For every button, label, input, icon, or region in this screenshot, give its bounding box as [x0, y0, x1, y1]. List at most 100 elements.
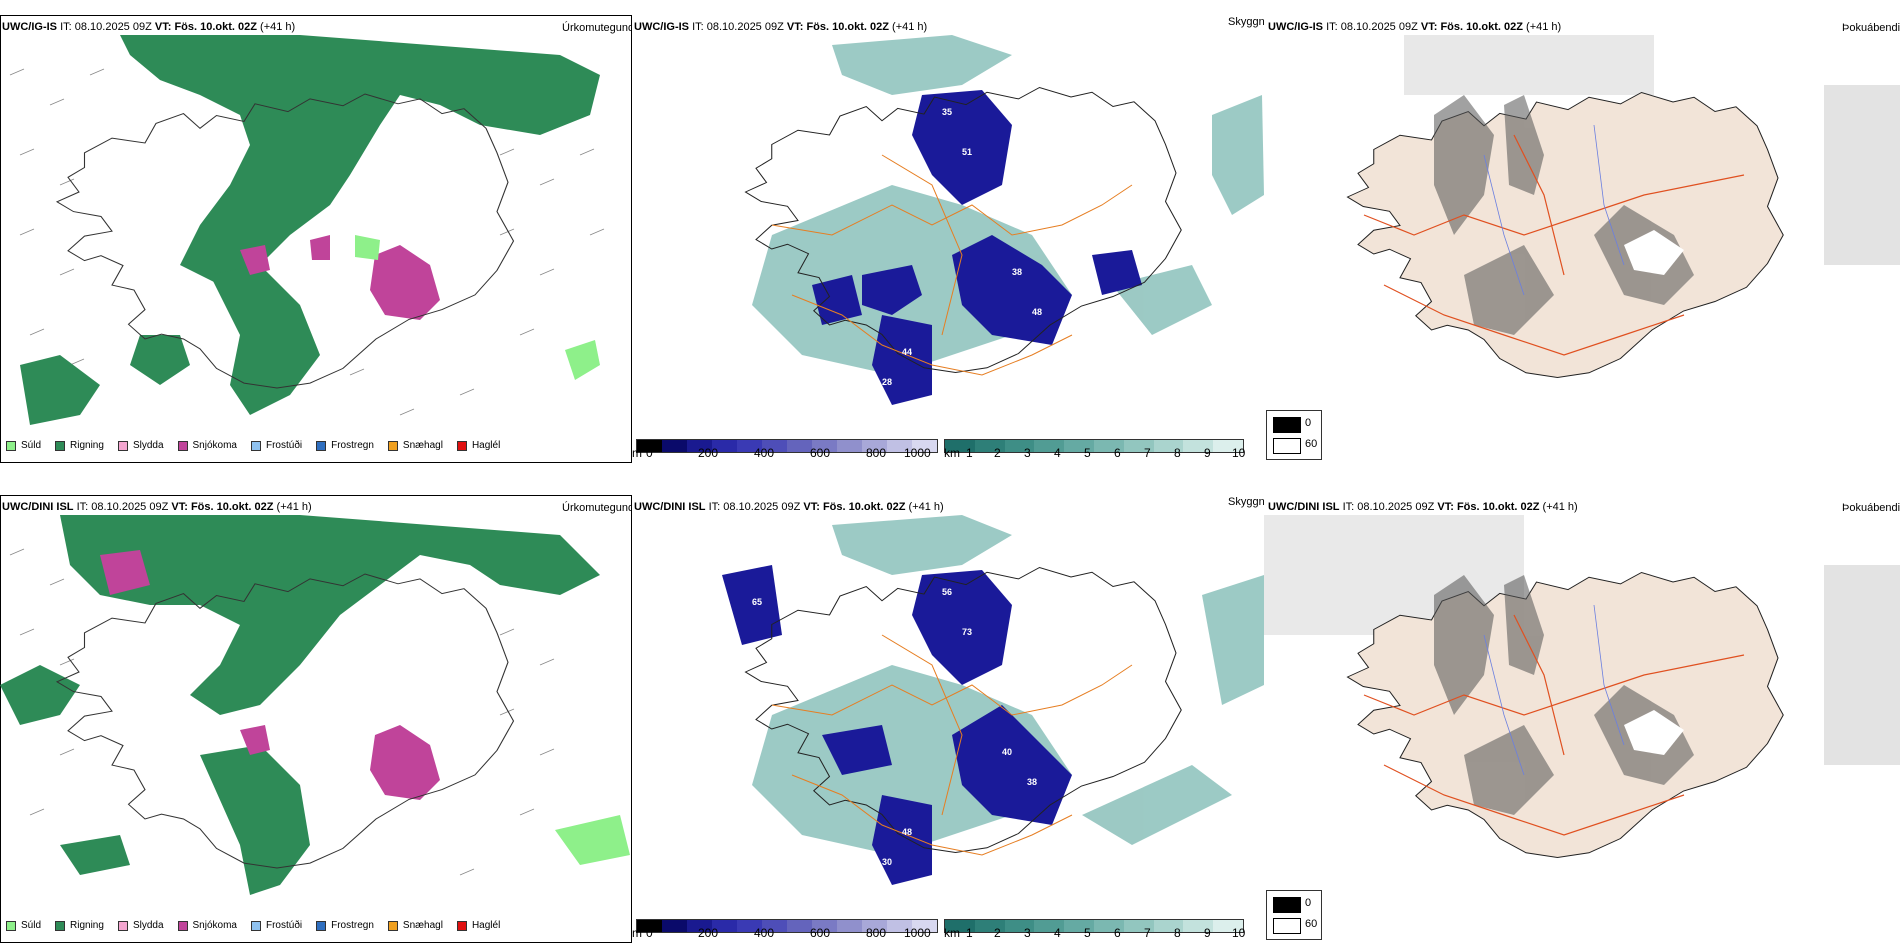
- it-value: 08.10.2025 09Z: [1340, 21, 1418, 33]
- it-label: IT:: [708, 501, 721, 513]
- legend-item: Frostúði: [250, 440, 302, 451]
- precip-legend: Súld Rigning Slydda Snjókoma Frostúði Fr…: [6, 920, 514, 931]
- precip-legend: Súld Rigning Slydda Snjókoma Frostúði Fr…: [6, 440, 514, 451]
- snow-area: [240, 235, 440, 320]
- rain-area: [0, 515, 600, 895]
- panel-header: UWC/IG-IS IT: 08.10.2025 09Z VT: Fös. 10…: [2, 21, 295, 33]
- visibility-tick: 4: [1054, 446, 1061, 460]
- vt-value: Fös. 10.okt. 02Z: [822, 501, 906, 513]
- snow-area: [100, 550, 440, 800]
- height-colorbar: [636, 919, 938, 933]
- cloud-number: 73: [962, 627, 972, 637]
- fog-rivers: [1483, 604, 1625, 776]
- it-value: 08.10.2025 09Z: [1357, 501, 1435, 513]
- legend-item: Slydda: [117, 920, 164, 931]
- visibility-tick: 1: [966, 446, 973, 460]
- cloud-number: 48: [1032, 307, 1042, 317]
- cloud-number: 44: [902, 347, 912, 357]
- height-tick: 1000: [904, 926, 931, 940]
- vt-label: VT:: [786, 21, 804, 33]
- roads: [771, 154, 1133, 376]
- vt-value: Fös. 10.okt. 02Z: [190, 501, 274, 513]
- legend-item: Frostregn: [316, 440, 374, 451]
- height-tick: 0: [646, 926, 653, 940]
- cloud-numbers: 67 35 51 38 48 44 28: [752, 87, 1042, 387]
- visibility-unit: km: [944, 926, 960, 940]
- lead-time: (+41 h): [1526, 21, 1562, 33]
- lead-time: (+41 h): [1542, 501, 1578, 513]
- cloud-number: 28: [882, 377, 892, 387]
- visibility-tick: 5: [1084, 926, 1091, 940]
- lead-time: (+41 h): [892, 21, 928, 33]
- visibility-tick: 1: [966, 926, 973, 940]
- height-tick: 400: [754, 446, 775, 460]
- panel-title: Úrkomutegund: [562, 502, 632, 514]
- low-cloud-areas: [722, 565, 1072, 885]
- legend-item: Frostúði: [250, 920, 302, 931]
- legend-swatch: [177, 920, 188, 931]
- visibility-tick: 7: [1144, 926, 1151, 940]
- height-tick: 400: [754, 926, 775, 940]
- fog-legend-light-label: 60: [1305, 438, 1318, 450]
- visibility-tick: 6: [1114, 446, 1121, 460]
- panel-header: UWC/IG-IS IT: 08.10.2025 09Z VT: Fös. 10…: [634, 21, 927, 33]
- panel-header: UWC/DINI ISL IT: 08.10.2025 09Z VT: Fös.…: [2, 501, 312, 513]
- height-tick: 800: [866, 926, 887, 940]
- vt-label: VT:: [803, 501, 820, 513]
- legend-swatch: [117, 920, 128, 931]
- visibility-tick: 3: [1024, 926, 1031, 940]
- fog-map: [1264, 515, 1900, 859]
- legend-item: Súld: [6, 440, 41, 451]
- visibility-colorbar: [944, 919, 1244, 933]
- it-value: 08.10.2025 09Z: [706, 21, 784, 33]
- it-label: IT:: [692, 21, 704, 33]
- lead-time: (+41 h): [260, 21, 296, 33]
- cloud-visibility-panel-bottom: UWC/DINI ISL IT: 08.10.2025 09Z VT: Fös.…: [632, 480, 1264, 950]
- precip-type-map: [9, 35, 605, 425]
- legend-item: Snæhagl: [387, 440, 443, 451]
- fog-rivers: [1483, 124, 1625, 296]
- legend-item: Súld: [6, 920, 41, 931]
- it-label: IT:: [76, 501, 89, 513]
- fog-roads: [1363, 614, 1745, 836]
- vt-label: VT:: [1420, 21, 1438, 33]
- fog-legend-dark: [1273, 897, 1301, 913]
- cloud-number: 35: [942, 107, 952, 117]
- visibility-tick: 9: [1204, 446, 1211, 460]
- visibility-tick: 8: [1174, 446, 1181, 460]
- legend-swatch: [177, 440, 188, 451]
- legend-swatch: [387, 440, 398, 451]
- legend-item: Rigning: [55, 440, 104, 451]
- height-tick: 200: [698, 926, 719, 940]
- legend-swatch: [250, 920, 261, 931]
- fog-legend-light-label: 60: [1305, 918, 1318, 930]
- it-value: 08.10.2025 09Z: [91, 501, 169, 513]
- vt-label: VT:: [154, 21, 172, 33]
- legend-swatch: [250, 440, 261, 451]
- model-name: UWC/IG-IS: [634, 21, 689, 33]
- legend-swatch: [55, 440, 66, 451]
- height-tick: 0: [646, 446, 653, 460]
- visibility-tick: 4: [1054, 926, 1061, 940]
- precip-type-panel-bottom: UWC/DINI ISL IT: 08.10.2025 09Z VT: Fös.…: [0, 480, 632, 950]
- cloud-number: 67: [752, 87, 762, 97]
- cloud-map: 65 56 73 40 38 48 30: [722, 515, 1264, 885]
- vt-value: Fös. 10.okt. 02Z: [806, 21, 889, 33]
- it-label: IT:: [60, 21, 72, 33]
- vt-value: Fös. 10.okt. 02Z: [1456, 501, 1540, 513]
- legend-swatch: [6, 920, 16, 931]
- legend-swatch: [117, 440, 128, 451]
- cloud-number: 30: [882, 857, 892, 867]
- model-name: UWC/DINI ISL: [2, 501, 74, 513]
- it-label: IT:: [1342, 501, 1355, 513]
- it-value: 08.10.2025 09Z: [723, 501, 801, 513]
- legend-swatch: [456, 920, 467, 931]
- cloud-number: 56: [942, 587, 952, 597]
- height-tick: 200: [698, 446, 719, 460]
- fog-roads: [1363, 134, 1745, 356]
- roads: [771, 634, 1133, 856]
- it-value: 08.10.2025 09Z: [74, 21, 152, 33]
- rain-area: [20, 35, 600, 425]
- legend-item: Haglél: [456, 440, 500, 451]
- drizzle-area: [355, 235, 600, 380]
